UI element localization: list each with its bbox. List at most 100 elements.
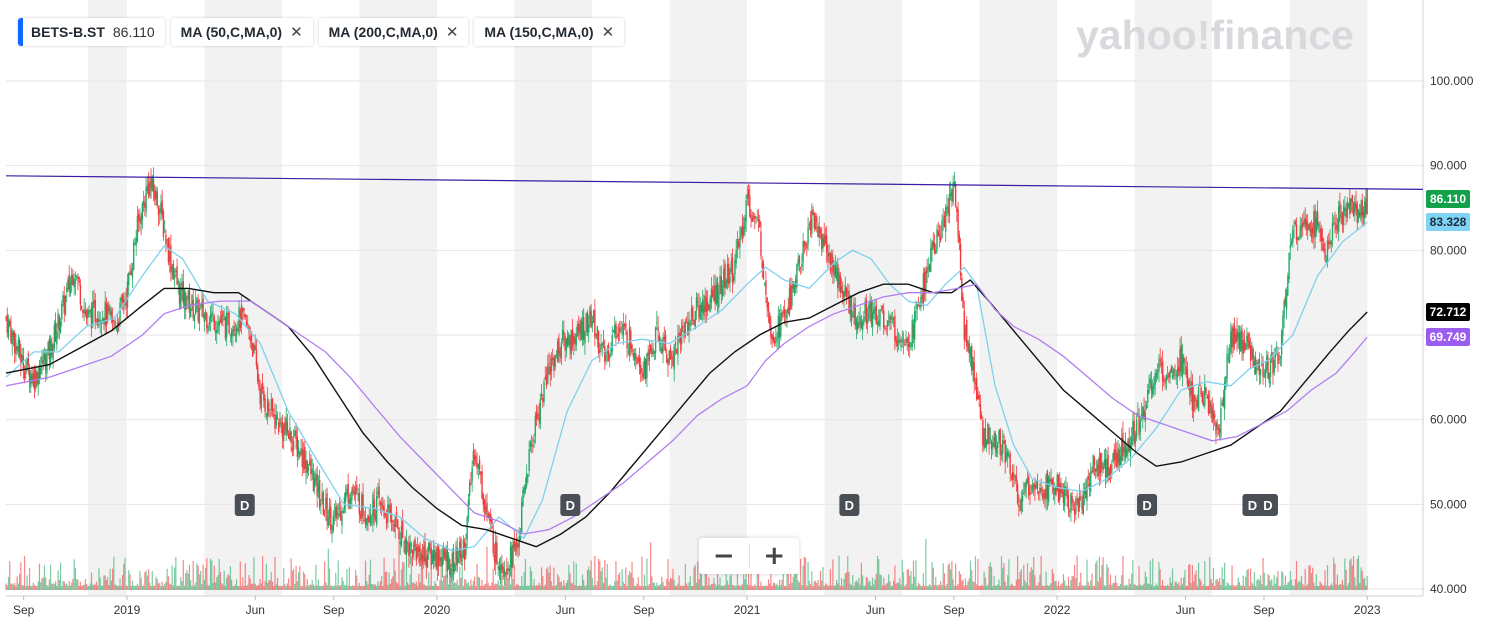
- candle-body: [300, 448, 302, 454]
- candle-body: [1180, 345, 1182, 372]
- candle-body: [415, 547, 418, 561]
- candle-body: [550, 358, 553, 372]
- candle-body: [1023, 492, 1025, 494]
- zoom-in-button[interactable]: +: [750, 538, 800, 574]
- candle-body: [497, 566, 499, 569]
- study-chip-ma200[interactable]: MA (200,C,MA,0) ✕: [318, 18, 469, 46]
- candle-body: [906, 338, 908, 343]
- candle-body: [491, 517, 493, 529]
- volume-bar: [284, 584, 286, 590]
- volume-bar: [466, 583, 468, 590]
- candle-body: [1330, 241, 1332, 245]
- study-chip-ma50[interactable]: MA (50,C,MA,0) ✕: [170, 18, 313, 46]
- candle-body: [1088, 483, 1091, 490]
- candle-body: [301, 448, 303, 467]
- volume-bar: [656, 582, 658, 590]
- candle-body: [522, 490, 524, 507]
- candle-body: [776, 339, 778, 341]
- candle-body: [1306, 222, 1309, 231]
- candle-body: [242, 308, 244, 312]
- volume-bar: [270, 572, 272, 590]
- volume-bar: [464, 579, 466, 590]
- candle-body: [82, 310, 84, 314]
- volume-bar: [617, 574, 620, 590]
- volume-bar: [1009, 585, 1011, 590]
- volume-bar: [1343, 584, 1345, 590]
- candle-body: [690, 308, 693, 319]
- candle-body: [910, 346, 912, 348]
- candle-body: [1119, 456, 1122, 465]
- candle-body: [689, 322, 692, 325]
- candle-body: [1161, 361, 1164, 382]
- y-tick-label: 60.000: [1430, 413, 1467, 427]
- ticker-chip[interactable]: BETS-B.ST 86.110: [18, 18, 165, 46]
- volume-bar: [752, 585, 755, 590]
- candle-body: [191, 295, 193, 306]
- candle-body: [711, 290, 714, 297]
- volume-bar: [435, 584, 437, 590]
- candle-body: [537, 414, 539, 416]
- volume-bar: [1097, 581, 1099, 590]
- volume-bar: [1093, 585, 1096, 590]
- volume-bar: [1359, 583, 1361, 590]
- volume-bar: [885, 583, 887, 590]
- close-icon[interactable]: ✕: [290, 24, 303, 41]
- volume-bar: [1321, 585, 1324, 590]
- volume-bar: [672, 568, 674, 590]
- volume-bar: [1139, 584, 1141, 590]
- close-icon[interactable]: ✕: [601, 24, 615, 41]
- candle-body: [1030, 492, 1032, 494]
- volume-bar: [878, 559, 880, 590]
- candle-body: [555, 356, 558, 358]
- volume-bar: [664, 585, 667, 590]
- zoom-out-button[interactable]: −: [699, 538, 749, 574]
- volume-bar: [1219, 577, 1221, 590]
- volume-bar: [932, 567, 934, 590]
- volume-bar: [262, 555, 264, 590]
- volume-bar: [1105, 585, 1107, 590]
- candle-body: [881, 306, 884, 310]
- volume-bar: [702, 585, 704, 590]
- volume-bar: [992, 586, 994, 590]
- candle-body: [155, 188, 157, 200]
- study-chip-ma150[interactable]: MA (150,C,MA,0) ✕: [474, 18, 625, 46]
- volume-bar: [444, 575, 446, 590]
- volume-bar: [694, 564, 696, 590]
- candle-body: [724, 263, 726, 288]
- candle-body: [964, 324, 967, 337]
- volume-bar: [940, 581, 942, 590]
- candle-body: [715, 284, 718, 305]
- candle-body: [822, 238, 824, 249]
- candle-body: [699, 305, 701, 320]
- volume-bar: [407, 582, 409, 590]
- volume-bar: [1092, 585, 1094, 590]
- close-icon[interactable]: ✕: [445, 24, 459, 41]
- volume-bar: [607, 585, 610, 590]
- candle-body: [741, 224, 744, 236]
- volume-bar: [778, 579, 781, 590]
- candle-body: [752, 215, 755, 219]
- volume-bar: [128, 570, 130, 590]
- candle-body: [304, 446, 306, 469]
- candle-body: [575, 334, 577, 346]
- volume-bar: [392, 576, 394, 590]
- volume-bar: [994, 585, 996, 590]
- volume-bar: [1264, 585, 1267, 590]
- volume-bar: [871, 577, 874, 590]
- volume-bar: [430, 564, 432, 590]
- candle-body: [130, 270, 132, 276]
- candle-body: [306, 460, 308, 473]
- candle-body: [265, 414, 268, 416]
- volume-bar: [667, 559, 669, 590]
- volume-bar: [1263, 572, 1265, 590]
- candle-body: [1194, 394, 1196, 402]
- volume-bar: [118, 585, 120, 590]
- volume-bar: [1336, 574, 1339, 590]
- candle-body: [812, 209, 814, 214]
- candle-body: [876, 321, 879, 325]
- candle-body: [87, 309, 89, 318]
- candle-body: [114, 321, 116, 326]
- candle-body: [221, 315, 223, 323]
